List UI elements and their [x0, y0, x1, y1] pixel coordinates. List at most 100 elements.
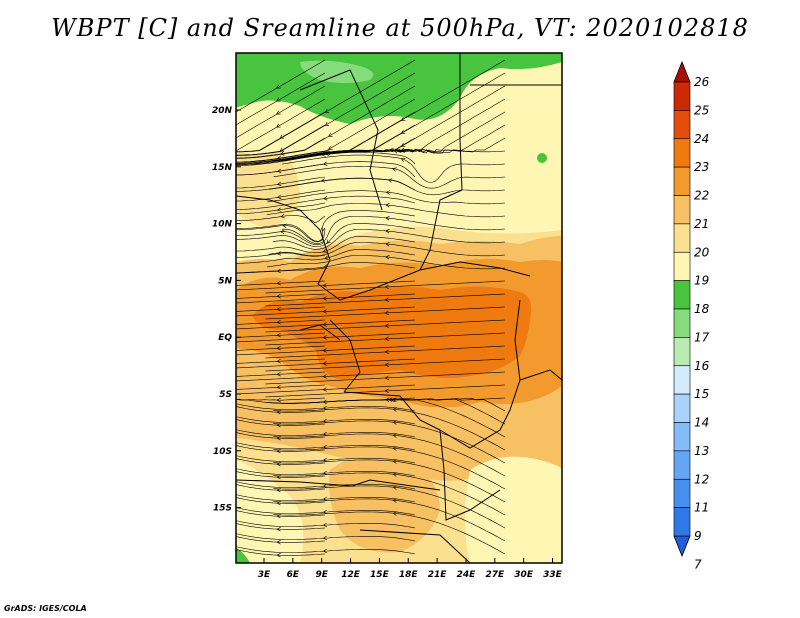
streamline-arrow — [384, 336, 389, 341]
streamline — [236, 484, 326, 491]
streamline — [236, 176, 326, 189]
streamline-arrow — [322, 309, 327, 314]
streamline-arrow — [392, 485, 397, 490]
streamline — [236, 345, 326, 351]
streamline — [236, 124, 326, 156]
streamline-arrow — [322, 483, 328, 489]
streamline-arrow — [384, 284, 389, 289]
streamline-arrow — [276, 207, 282, 212]
colorbar-segment — [673, 450, 691, 480]
streamline-arrow — [322, 509, 328, 515]
streamline — [236, 432, 326, 439]
streamline-arrow — [392, 433, 397, 438]
streamline-arrow — [385, 203, 390, 208]
streamline-arrow — [276, 553, 281, 558]
streamline-arrow — [276, 251, 282, 256]
streamline-arrow — [384, 362, 389, 367]
lat-tick-label: 10S — [213, 447, 232, 457]
streamline — [236, 306, 326, 312]
colorbar-segment — [673, 337, 691, 367]
streamline-arrow — [276, 359, 281, 364]
streamline — [236, 152, 416, 166]
streamline-arrow — [276, 84, 281, 89]
plot-frame — [235, 52, 563, 564]
streamline — [236, 384, 326, 390]
colorbar-segment — [673, 81, 691, 111]
streamline-arrow — [322, 496, 328, 502]
lon-tick-label: 30E — [514, 570, 534, 580]
streamline-arrow — [276, 385, 281, 390]
streamline-arrow — [384, 349, 389, 354]
colorbar-label: 20 — [694, 245, 710, 259]
streamline-arrow — [326, 239, 331, 244]
lon-tick-label: 12E — [341, 570, 361, 580]
border-libya-egypt — [459, 53, 463, 191]
colorbar-label: 19 — [694, 274, 709, 288]
lon-tick-label: 21E — [428, 570, 448, 580]
streamline-arrow — [276, 346, 281, 351]
streamline-arrow — [387, 178, 393, 183]
streamline-arrow — [385, 216, 390, 221]
lon-tick-label: 33E — [543, 570, 563, 580]
border-chad-sudan — [419, 189, 463, 271]
streamline-arrow — [384, 388, 389, 393]
colorbar-bottom-arrow — [673, 535, 691, 558]
streamline-arrow — [280, 229, 285, 235]
streamline-arrow — [392, 446, 397, 451]
colorbar-segment — [673, 507, 691, 537]
field-band-southwest-pale — [236, 460, 304, 563]
streamline-arrow — [390, 397, 395, 403]
streamline — [236, 319, 326, 325]
streamline — [236, 445, 326, 452]
border-nigeria — [236, 195, 331, 285]
streamlines — [236, 59, 506, 558]
streamline-arrow — [322, 248, 328, 253]
streamline — [236, 293, 326, 299]
streamline — [236, 202, 326, 214]
streamline-arrow — [276, 307, 281, 312]
border-chad-niger — [299, 69, 383, 211]
field-band-southeast-pale — [465, 456, 562, 563]
border-south-central — [359, 529, 471, 563]
field-band-southwest-green — [236, 548, 250, 563]
streamline-arrow — [400, 142, 406, 147]
streamline-arrow — [328, 132, 333, 137]
border-angola-namibia — [236, 479, 441, 491]
border-drc-east — [439, 299, 521, 449]
streamline-arrow — [322, 348, 327, 353]
streamline-arrow — [322, 361, 327, 366]
border-zambia — [439, 429, 501, 521]
streamline-arrow — [400, 147, 405, 153]
streamline-arrow — [400, 129, 406, 134]
colorbar-label: 13 — [694, 444, 709, 458]
streamline-arrow — [389, 147, 394, 153]
streamline — [236, 471, 326, 478]
streamline — [236, 98, 326, 152]
colorbar-segment — [673, 223, 691, 253]
colorbar-label: 11 — [694, 501, 709, 515]
border-congo-drc — [329, 319, 361, 393]
streamline-arrow — [400, 158, 406, 163]
lat-tick-label: EQ — [218, 333, 232, 343]
streamline-arrow — [276, 372, 281, 377]
streamline — [236, 458, 326, 465]
streamline-arrow — [384, 297, 389, 302]
streamline-arrow — [322, 522, 328, 528]
streamline-arrow — [276, 281, 281, 286]
border-tanzania — [519, 369, 562, 381]
streamline — [236, 59, 326, 113]
streamline-arrow — [322, 161, 328, 166]
streamline-arrow — [392, 459, 397, 464]
streamline-arrow — [276, 540, 281, 545]
colorbar-label: 26 — [694, 75, 710, 89]
streamline — [236, 72, 326, 126]
streamline-arrow — [276, 181, 282, 187]
streamline — [236, 225, 326, 243]
streamline-arrow — [322, 405, 328, 411]
colorbar-segment — [673, 308, 691, 338]
streamline-arrow — [276, 194, 282, 200]
streamline-arrow — [280, 213, 285, 219]
streamline-arrow — [322, 387, 327, 392]
grads-credit: GrADS: IGES/COLA — [4, 604, 87, 613]
